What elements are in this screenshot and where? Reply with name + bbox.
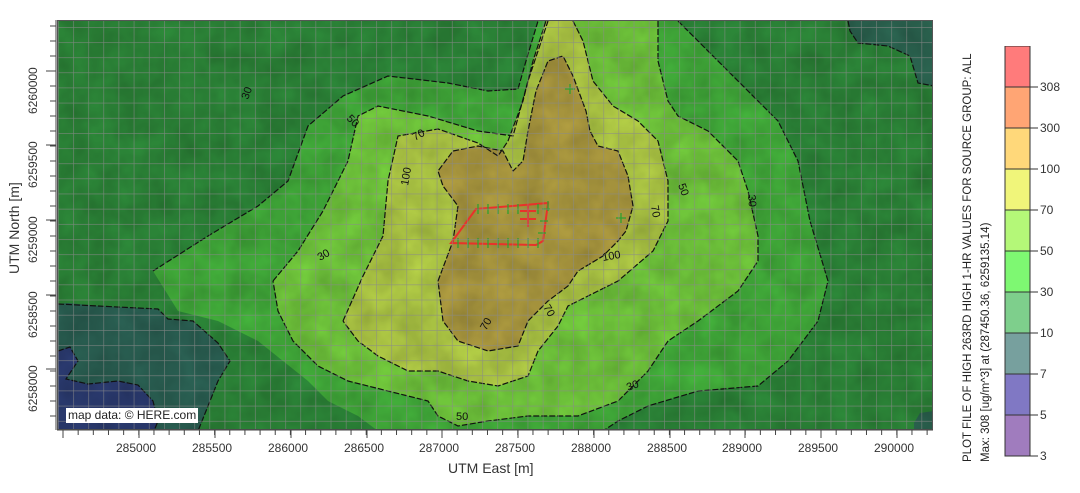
x-tick-label: 287000	[419, 441, 460, 455]
x-tick-label: 288500	[647, 441, 688, 455]
legend-max-value: Max: 308 [ug/m^3] at (287450.36, 6259135…	[980, 222, 992, 462]
svg-text:30: 30	[316, 247, 333, 264]
x-tick-label: 287500	[495, 441, 536, 455]
x-axis-ticks	[57, 429, 933, 438]
legend-colorbar	[1004, 46, 1038, 457]
legend-tick-label: 300	[1040, 121, 1061, 135]
y-tick-label: 6260000	[26, 67, 40, 114]
legend-tick-label: 308	[1040, 80, 1061, 94]
legend-tick-label: 30	[1040, 285, 1054, 299]
legend-tick-label: 50	[1040, 244, 1054, 258]
x-tick-label: 289000	[722, 441, 763, 455]
plot-grid	[58, 21, 932, 429]
contour-map-svg: 30 30 50 50 50 70 70 70 100 100 70 30 30	[58, 21, 932, 429]
y-tick-label: 6258500	[26, 291, 40, 338]
svg-text:70: 70	[411, 127, 428, 144]
contour-labels: 30 30 50 50 50 70 70 70 100 100 70 30 30	[240, 85, 758, 423]
x-axis-label: UTM East [m]	[448, 460, 534, 476]
svg-text:100: 100	[601, 249, 621, 264]
svg-text:50: 50	[675, 182, 690, 198]
svg-text:30: 30	[240, 85, 255, 101]
x-tick-label: 286500	[344, 441, 385, 455]
legend-tick-label: 100	[1040, 162, 1061, 176]
y-tick-label: 6259000	[26, 216, 40, 263]
x-tick-label: 285500	[192, 441, 233, 455]
svg-text:70: 70	[648, 204, 662, 218]
y-tick-label: 6259500	[26, 141, 40, 188]
x-tick-label: 290000	[874, 441, 915, 455]
x-tick-label: 286000	[268, 441, 309, 455]
x-tick-label: 285000	[116, 441, 157, 455]
y-axis-label: UTM North [m]	[6, 182, 22, 274]
legend-tick-label: 7	[1040, 367, 1047, 381]
svg-text:100: 100	[399, 166, 414, 186]
svg-text:70: 70	[540, 303, 557, 320]
legend-tick-label: 5	[1040, 408, 1047, 422]
x-tick-label: 288000	[571, 441, 612, 455]
legend-title: PLOT FILE OF HIGH 263RD HIGH 1-HR VALUES…	[962, 53, 974, 462]
map-attribution: map data: © HERE.com	[66, 408, 199, 423]
svg-text:30: 30	[745, 194, 758, 207]
y-tick-label: 6258000	[26, 365, 40, 412]
legend-tick-label: 70	[1040, 203, 1054, 217]
svg-text:70: 70	[478, 316, 495, 333]
svg-text:50: 50	[456, 411, 468, 423]
legend-tick-label: 10	[1040, 326, 1054, 340]
plot-area: 30 30 50 50 50 70 70 70 100 100 70 30 30	[57, 20, 933, 430]
svg-text:30: 30	[625, 378, 641, 393]
x-tick-label: 289500	[798, 441, 839, 455]
y-axis-ticks	[46, 20, 57, 430]
legend-tick-label: 3	[1040, 449, 1047, 463]
